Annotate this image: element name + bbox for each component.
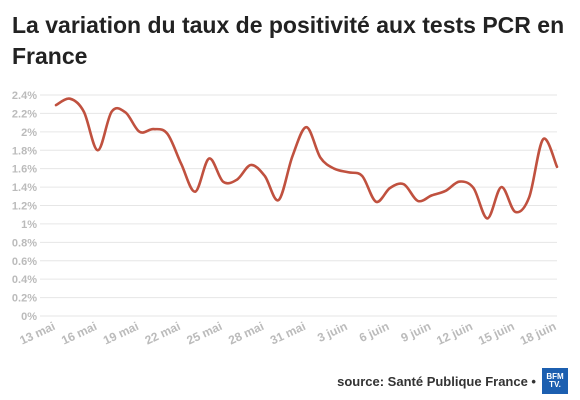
x-tick-label: 31 mai (268, 319, 308, 347)
y-tick-label: 0.4% (12, 274, 37, 286)
footer: source: Santé Publique France • BFM TV. (337, 366, 568, 396)
x-tick-label: 6 juin (357, 319, 391, 345)
y-tick-label: 2.4% (12, 90, 37, 102)
logo-line-1: BFM (546, 372, 564, 381)
y-tick-label: 2% (21, 127, 37, 139)
y-axis-ticks: 0% 0.2% 0.4% 0.6% 0.8% 1% 1.2% 1.4% 1.6% 1.8% 2% 2.… (12, 90, 37, 323)
x-tick-label: 22 mai (143, 319, 183, 347)
y-tick-label: 1.4% (12, 182, 37, 194)
series-line (54, 97, 559, 220)
logo-line-2: TV. (549, 380, 561, 389)
x-tick-label: 12 juin (434, 319, 474, 348)
x-tick-label: 19 mai (101, 319, 141, 347)
y-tick-label: 1.6% (12, 164, 37, 176)
source-note: source: Santé Publique France • (337, 373, 536, 389)
x-tick-label: 28 mai (226, 319, 266, 347)
x-tick-label: 3 juin (315, 319, 349, 345)
x-tick-label: 15 juin (476, 319, 516, 348)
x-axis-ticks: 13 mai 16 mai 19 mai 22 mai 25 mai 28 mai 31 m… (17, 319, 558, 348)
x-tick-label: 16 mai (59, 319, 99, 347)
y-tick-label: 1.8% (12, 145, 37, 157)
y-tick-label: 0.2% (12, 293, 37, 305)
series-layer (54, 97, 559, 220)
x-tick-label: 25 mai (184, 319, 224, 347)
y-tick-label: 2.2% (12, 108, 37, 120)
y-tick-label: 1.2% (12, 201, 37, 213)
y-tick-label: 0.6% (12, 256, 37, 268)
x-tick-label: 9 juin (399, 319, 433, 345)
bfm-tv-logo: BFM TV. (542, 368, 568, 394)
x-tick-label: 18 juin (518, 319, 558, 348)
chart-title: La variation du taux de positivité aux t… (12, 12, 565, 69)
x-tick-label: 13 mai (17, 319, 57, 347)
y-tick-label: 1% (21, 219, 37, 231)
grid-lines (40, 94, 557, 317)
y-tick-label: 0% (21, 311, 37, 323)
y-tick-label: 0.8% (12, 237, 37, 249)
